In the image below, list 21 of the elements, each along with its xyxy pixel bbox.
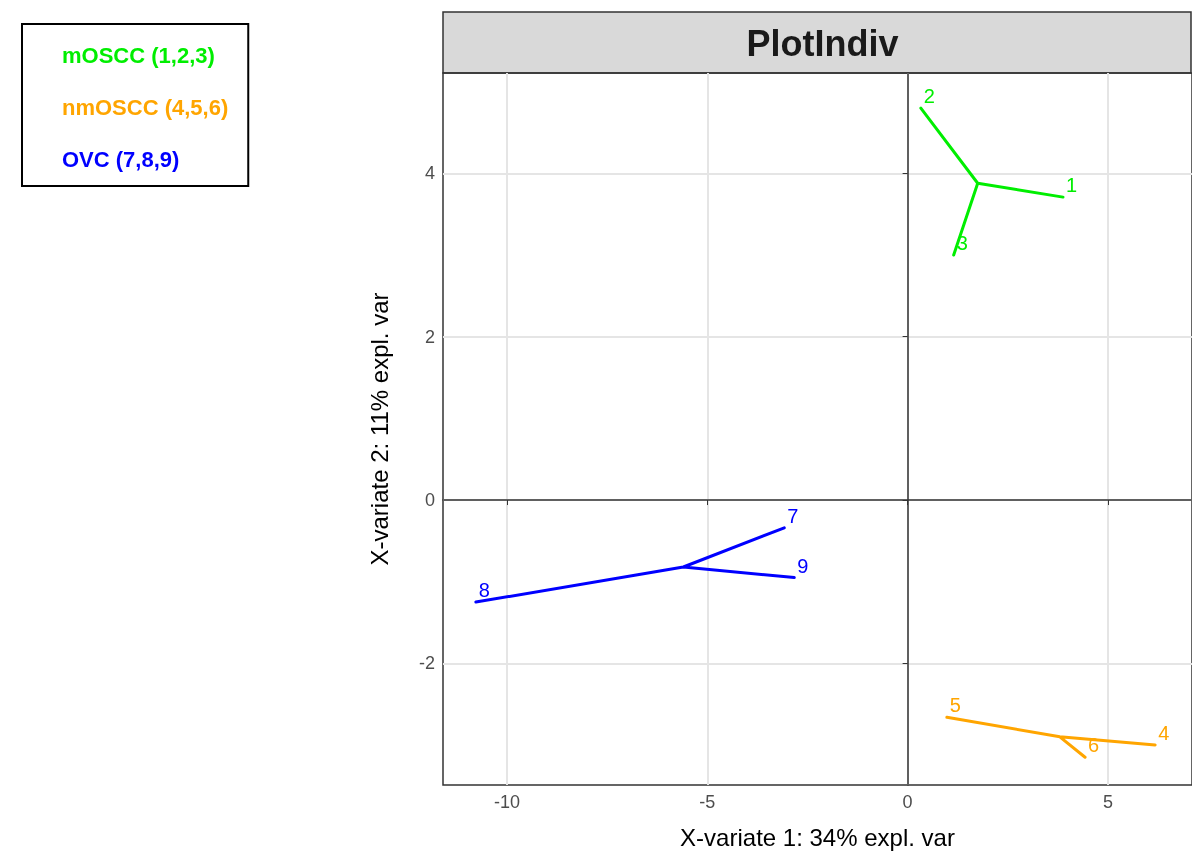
x-tick-label: -5: [699, 792, 716, 812]
y-axis-title: X-variate 2: 11% expl. var: [365, 292, 393, 566]
annotation: 1: [1066, 174, 1078, 197]
annotation: 2: [923, 85, 935, 108]
y-tick-label: 4: [424, 163, 435, 184]
x-tick-label: 5: [1102, 792, 1113, 812]
x-axis-title: X-variate 1: 34% expl. var: [680, 823, 955, 851]
text: nmOSCC (4,5,6): [62, 94, 229, 120]
y-tick-label: 0: [424, 490, 435, 511]
annotation: 9: [797, 554, 809, 577]
text: mOSCC (1,2,3): [62, 42, 215, 68]
text: OVC (7,8,9): [62, 146, 180, 172]
annotation: 5: [949, 694, 961, 717]
annotation: 4: [1158, 721, 1170, 744]
y-tick-label: 2: [424, 326, 435, 347]
chart-title: PlotIndiv: [746, 22, 899, 64]
x-tick-label: 0: [902, 792, 913, 812]
x-tick-label: -10: [494, 792, 521, 812]
annotation: 7: [787, 504, 799, 527]
annotation: 8: [478, 579, 490, 602]
y-tick-label: -2: [418, 653, 435, 674]
